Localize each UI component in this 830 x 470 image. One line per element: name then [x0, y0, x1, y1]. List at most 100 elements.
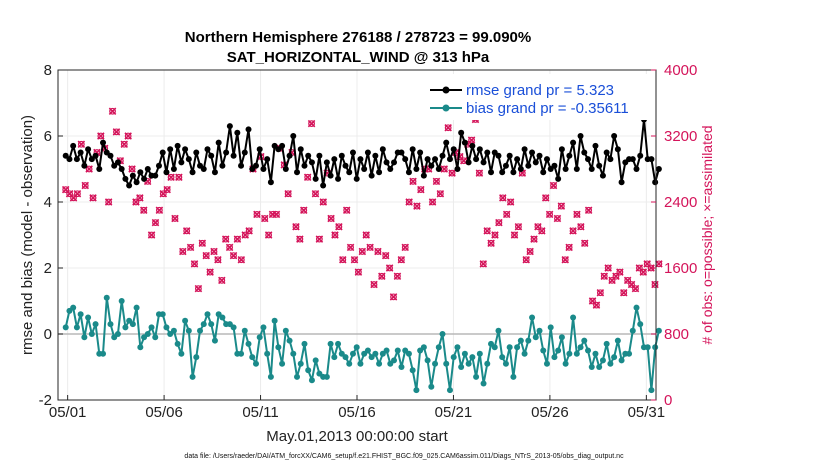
- rmse-point: [391, 159, 398, 166]
- obs-assimilated-point: [253, 210, 261, 219]
- rmse-point: [297, 146, 304, 153]
- bias-point: [432, 360, 439, 367]
- obs-possible-point: [628, 281, 635, 288]
- obs-assimilated-point: [370, 280, 378, 289]
- obs-possible-point: [433, 177, 440, 185]
- rmse-point: [122, 175, 129, 182]
- obs-assimilated-point: [440, 165, 449, 173]
- rmse-point: [469, 142, 476, 149]
- rmse-point: [349, 149, 356, 156]
- obs-assimilated-point: [229, 251, 238, 260]
- bias-point: [245, 340, 252, 347]
- obs-possible-point: [651, 281, 659, 288]
- bias-point: [394, 347, 401, 354]
- rmse-point: [100, 139, 107, 146]
- bias-point: [279, 360, 286, 367]
- obs-possible-point: [581, 239, 589, 247]
- obs-assimilated-point: [73, 189, 82, 198]
- rmse-point: [611, 133, 618, 139]
- bias-point: [607, 360, 614, 367]
- obs-possible-point: [140, 206, 148, 214]
- obs-assimilated-point: [342, 206, 351, 215]
- bias-point: [446, 387, 453, 394]
- obs-possible-point: [515, 223, 522, 231]
- obs-possible-point: [351, 256, 358, 264]
- bias-point: [88, 331, 95, 337]
- obs-assimilated-point: [339, 255, 347, 264]
- bias-point: [536, 327, 543, 334]
- rmse-point: [525, 162, 532, 169]
- bias-point: [585, 347, 592, 354]
- bias-point: [148, 324, 155, 331]
- bias-point: [473, 373, 480, 380]
- obs-assimilated-point: [545, 210, 554, 219]
- legend-rmse-label: rmse grand pr = 5.323: [466, 82, 614, 99]
- obs-possible-point: [315, 235, 323, 243]
- obs-possible-point: [448, 169, 456, 177]
- rmse-point: [256, 146, 263, 153]
- obs-possible-point: [643, 260, 651, 268]
- bias-point: [81, 334, 88, 341]
- obs-assimilated-point: [541, 194, 550, 202]
- obs-possible-point: [226, 243, 234, 251]
- obs-possible-point: [230, 252, 237, 260]
- bias-point: [562, 360, 569, 367]
- obs-assimilated-point: [510, 231, 519, 239]
- rmse-point: [562, 166, 569, 172]
- obs-assimilated-point: [206, 268, 214, 276]
- obs-assimilated-point: [502, 210, 511, 219]
- obs-possible-point: [214, 256, 222, 264]
- right-tick-label: 3200: [664, 128, 697, 145]
- bias-point: [301, 340, 308, 347]
- rmse-point: [618, 179, 625, 186]
- obs-assimilated-point: [311, 189, 320, 198]
- obs-possible-point: [491, 231, 499, 239]
- bias-point: [73, 324, 80, 331]
- obs-assimilated-point: [413, 202, 421, 210]
- bias-point: [312, 357, 319, 364]
- obs-possible-point: [234, 235, 241, 243]
- obs-assimilated-point: [417, 185, 425, 194]
- bias-point: [435, 344, 442, 351]
- obs-possible-point: [105, 198, 113, 206]
- obs-possible-point: [522, 256, 530, 264]
- legend-bias-label: bias grand pr = -0.35611: [466, 100, 629, 117]
- obs-possible-point: [577, 223, 585, 231]
- obs-assimilated-point: [573, 210, 581, 219]
- rmse-point: [368, 172, 375, 179]
- obs-assimilated-point: [108, 107, 117, 116]
- bias-point: [294, 373, 301, 380]
- obs-assimilated-point: [104, 198, 113, 206]
- bias-point: [260, 324, 267, 331]
- obs-possible-point: [245, 227, 253, 235]
- obs-assimilated-point: [260, 214, 269, 223]
- obs-assimilated-point: [292, 222, 300, 231]
- bias-point: [185, 327, 192, 334]
- obs-possible-point: [222, 235, 230, 243]
- obs-assimilated-point: [432, 177, 441, 186]
- rmse-point: [144, 166, 151, 172]
- rmse-point: [361, 166, 368, 172]
- rmse-point: [450, 146, 457, 153]
- bias-point: [603, 340, 610, 347]
- obs-assimilated-point: [350, 255, 359, 264]
- rmse-point: [357, 156, 364, 163]
- obs-possible-point: [327, 215, 335, 222]
- obs-possible-point: [542, 194, 550, 202]
- bias-point: [286, 337, 293, 344]
- obs-possible-point: [538, 227, 546, 235]
- bias-point: [596, 364, 603, 370]
- rmse-point: [346, 169, 353, 176]
- obs-possible-point: [124, 132, 132, 140]
- rmse-point: [241, 149, 248, 156]
- bias-point: [129, 321, 136, 328]
- bias-point: [200, 321, 207, 328]
- rmse-point: [588, 166, 595, 172]
- obs-possible-point: [97, 132, 105, 140]
- left-tick-label: -2: [39, 392, 52, 409]
- obs-assimilated-point: [393, 272, 402, 281]
- bias-point: [346, 360, 353, 367]
- rmse-point: [193, 149, 200, 156]
- bias-point: [655, 327, 662, 334]
- obs-possible-point: [253, 210, 261, 218]
